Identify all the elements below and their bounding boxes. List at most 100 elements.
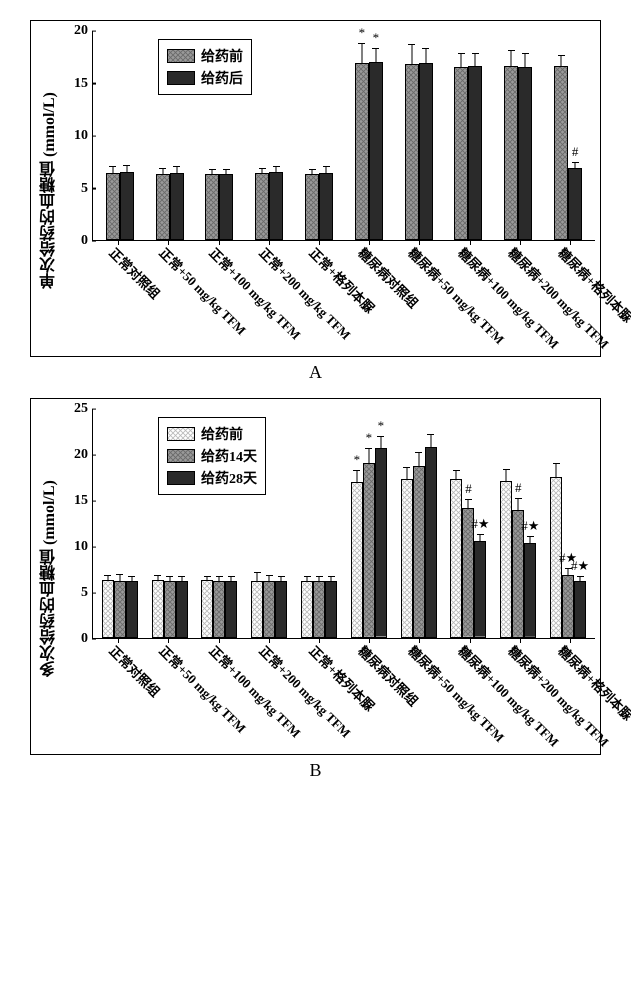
legend-label: 给药后 — [201, 68, 243, 88]
error-bar — [380, 436, 381, 450]
bar — [126, 581, 138, 638]
ytick-label: 20 — [74, 23, 88, 39]
legend-label: 给药14天 — [201, 446, 257, 466]
bar — [225, 581, 237, 638]
error-bar — [561, 55, 562, 67]
xlabel-cell: 糖尿病+200 mg/kg TFM — [493, 639, 543, 749]
error-bar — [480, 534, 481, 542]
error-bar — [511, 50, 512, 67]
xlabel-cell: 正常对照组 — [94, 639, 144, 749]
ytick-label: 20 — [74, 447, 88, 463]
panel-label: B — [10, 760, 621, 781]
sig-marker: #★ — [571, 559, 589, 572]
ytick-column: 05101520 — [64, 31, 92, 241]
bar: # — [568, 168, 582, 240]
sig-marker: * — [359, 26, 366, 39]
plot-column: 0510152025 给药前 给药14天 — [64, 409, 595, 749]
bar — [176, 581, 188, 638]
bar-group — [294, 581, 344, 638]
x-labels-row: 正常对照组 正常+50 mg/kg TFM 正常+100 mg/kg TFM 正… — [92, 639, 595, 749]
bar — [219, 174, 233, 240]
bar-group — [145, 173, 195, 240]
legend-item: 给药前 — [167, 424, 257, 444]
bar-group: * * — [344, 62, 394, 241]
error-bar — [231, 576, 232, 582]
error-bar — [356, 470, 357, 483]
category-label: 糖尿病+格列本脲 — [555, 243, 631, 326]
xlabel-cell: 糖尿病+100 mg/kg TFM — [443, 639, 493, 749]
x-labels-row: 正常对照组 正常+50 mg/kg TFM 正常+100 mg/kg TFM 正… — [92, 241, 595, 351]
xlabel-cell: 正常+100 mg/kg TFM — [194, 639, 244, 749]
bar — [156, 174, 170, 240]
xlabel-cell: 正常对照组 — [94, 241, 144, 351]
error-bar — [425, 48, 426, 64]
bar — [164, 581, 176, 638]
ytick-label: 0 — [81, 233, 88, 249]
ytick-label: 10 — [74, 128, 88, 144]
bar — [255, 173, 269, 240]
error-bar — [411, 44, 412, 65]
ytick-label: 15 — [74, 493, 88, 509]
error-bar — [131, 576, 132, 582]
xlabel-cell: 正常+50 mg/kg TFM — [144, 639, 194, 749]
sig-marker: * — [378, 419, 385, 432]
error-bar — [326, 166, 327, 173]
error-bar — [176, 166, 177, 173]
legend-item: 给药14天 — [167, 446, 257, 466]
chart-wrap: 单次给药的血糖值 (mmol/L) 05101520 给药前 给药后 — [36, 31, 595, 351]
error-bar — [518, 498, 519, 511]
bar — [425, 447, 437, 638]
error-bar — [257, 572, 258, 582]
legend-item: 给药后 — [167, 68, 243, 88]
sig-marker: # — [515, 481, 522, 494]
xlabel-cell: 正常+200 mg/kg TFM — [244, 639, 294, 749]
bar-group — [444, 66, 494, 240]
error-bar — [406, 467, 407, 480]
error-bar — [575, 162, 576, 168]
bar — [275, 581, 287, 638]
bar: #★ — [474, 541, 486, 638]
chart-wrap: 多次给药的血糖值 (mmol/L) 0510152025 给药前 给 — [36, 409, 595, 749]
error-bar — [181, 576, 182, 582]
bar-group: # #★ — [493, 481, 543, 638]
bar-group — [493, 66, 543, 240]
bar-group — [394, 63, 444, 240]
bar — [401, 479, 413, 638]
sig-marker: #★ — [521, 519, 539, 532]
bar-group — [195, 580, 245, 638]
error-bar — [219, 576, 220, 582]
y-axis-label: 单次给药的血糖值 (mmol/L) — [36, 31, 64, 351]
ytick-column: 0510152025 — [64, 409, 92, 639]
bar — [114, 581, 126, 638]
error-bar — [461, 53, 462, 68]
error-bar — [226, 169, 227, 175]
bar — [201, 580, 213, 638]
chart-panel: 多次给药的血糖值 (mmol/L) 0510152025 给药前 给 — [30, 398, 601, 755]
sig-marker: * — [373, 31, 380, 44]
error-bar — [506, 469, 507, 482]
xlabel-cell: 正常+50 mg/kg TFM — [144, 241, 194, 351]
bar-group: #★ #★ — [543, 477, 593, 638]
ytick-label: 5 — [81, 585, 88, 601]
bar-group — [394, 447, 444, 638]
bar — [554, 66, 568, 240]
ytick-label: 5 — [81, 181, 88, 197]
error-bar — [556, 463, 557, 478]
bar: * — [351, 482, 363, 638]
xlabel-cell: 糖尿病+50 mg/kg TFM — [393, 639, 443, 749]
ytick-label: 15 — [74, 76, 88, 92]
error-bar — [276, 166, 277, 172]
bar — [313, 581, 325, 638]
bar-group — [294, 173, 344, 240]
sig-marker: # — [572, 145, 579, 158]
error-bar — [361, 43, 362, 64]
bar — [102, 580, 114, 638]
bar: * — [375, 448, 387, 638]
bar: * — [369, 62, 383, 241]
ytick-label: 25 — [74, 401, 88, 417]
error-bar — [119, 574, 120, 582]
error-bar — [107, 575, 108, 581]
ytick-label: 10 — [74, 539, 88, 555]
error-bar — [331, 576, 332, 582]
error-bar — [281, 576, 282, 582]
